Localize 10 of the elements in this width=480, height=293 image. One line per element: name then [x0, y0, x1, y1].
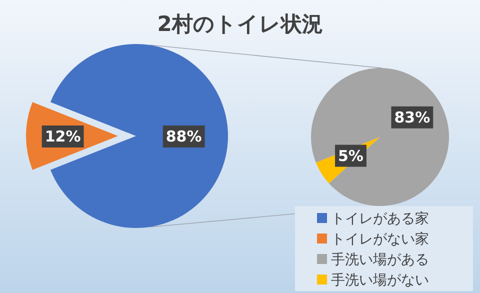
- data-label: 5%: [338, 146, 364, 165]
- pie-slice: [311, 68, 449, 206]
- legend-label: 手洗い場がない: [331, 272, 429, 288]
- data-label: 83%: [394, 108, 430, 126]
- legend-label: 手洗い場がある: [331, 252, 429, 268]
- data-label: 88%: [166, 128, 202, 146]
- legend-label: トイレがある家: [331, 211, 429, 227]
- data-label: 12%: [44, 128, 81, 146]
- legend-label: トイレがない家: [331, 232, 429, 248]
- chart-title: 2村のトイレ状況: [157, 12, 323, 36]
